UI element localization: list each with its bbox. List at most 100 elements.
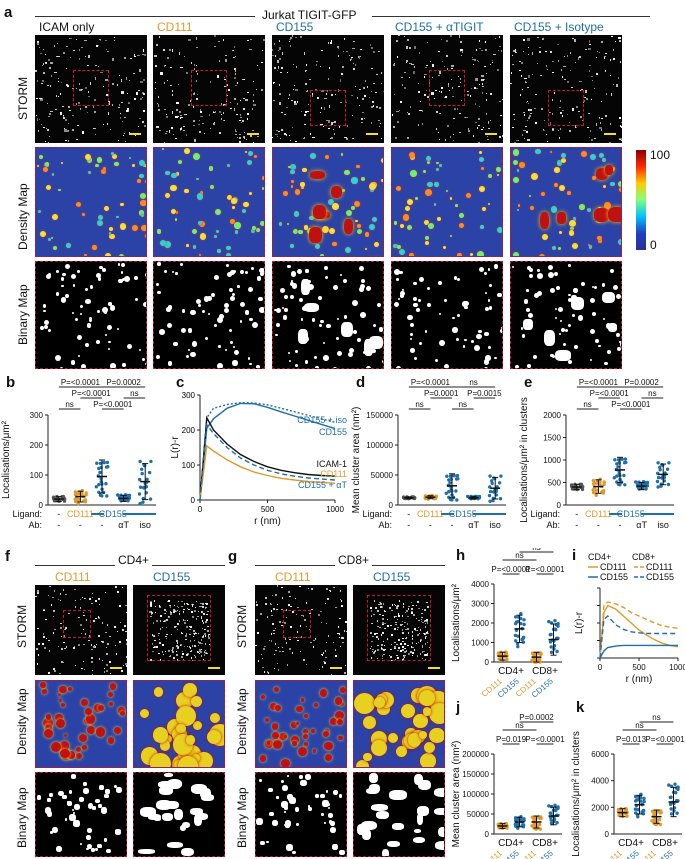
- chart-e: e 0 500 1000 1500 2000 Localisations/μm² in cl…: [519, 375, 674, 530]
- x-tick-label: 1000: [669, 663, 685, 672]
- legend-entry: CD111: [320, 469, 347, 479]
- data-point: [642, 796, 646, 801]
- data-point: [488, 489, 493, 494]
- data-point: [656, 485, 660, 489]
- data-point: [669, 795, 673, 799]
- y-tick-label: 150000: [462, 770, 489, 779]
- x-axis-label: r (nm): [254, 516, 281, 527]
- stat-label: P=0.0001: [424, 389, 459, 398]
- data-point: [547, 619, 551, 624]
- stat-label: P=<0.0001: [411, 378, 451, 387]
- data-point: [537, 822, 542, 827]
- data-point: [549, 650, 554, 654]
- data-point: [674, 786, 679, 790]
- panel-label-g: g: [228, 548, 238, 565]
- data-point: [641, 809, 645, 813]
- ab-label: Ab:: [378, 520, 392, 530]
- ab-value: iso: [657, 520, 669, 530]
- roi-box: [73, 70, 109, 106]
- group-label: CD8+: [532, 838, 558, 849]
- group-label: CD8+: [652, 838, 678, 849]
- colorbar-min-label: 0: [650, 238, 657, 252]
- sub-label: CD111: [634, 848, 658, 859]
- scale-bar: [129, 133, 141, 135]
- data-point: [538, 816, 542, 821]
- y-tick-label: 0: [389, 501, 394, 510]
- sub-label: CD155: [530, 848, 555, 859]
- row-label-binary: Binary Map: [16, 284, 30, 345]
- data-point: [490, 479, 494, 483]
- stat-label: P=0.019: [496, 735, 527, 744]
- legend-entry: CD155 + iso: [297, 415, 347, 425]
- data-point: [499, 474, 503, 478]
- data-point: [666, 482, 671, 487]
- y-tick-label: 100: [182, 461, 196, 470]
- row-label-storm: STORM: [15, 604, 29, 648]
- panel-label-d: d: [356, 375, 365, 391]
- stat-label: ns: [648, 389, 656, 398]
- y-tick-label: 2000: [543, 411, 561, 420]
- column-label: CD111: [275, 570, 311, 584]
- y-tick-label: 4000: [591, 777, 609, 786]
- data-point: [637, 486, 641, 490]
- data-point: [622, 473, 626, 478]
- column-label: CD155: [153, 570, 191, 584]
- data-point: [634, 799, 638, 803]
- data-point: [104, 465, 109, 469]
- binary-map: [510, 261, 622, 369]
- y-axis-label: Mean cluster area (nm²): [451, 741, 462, 848]
- binary-map: [35, 261, 147, 369]
- data-point: [488, 499, 492, 503]
- ligand-value: CD155: [617, 509, 645, 519]
- x-axis-label: r (nm): [626, 674, 653, 685]
- density-map: [272, 147, 384, 257]
- panel-a-column-label: CD155 + αTIGIT: [395, 20, 484, 34]
- ab-value: αT: [636, 520, 647, 530]
- ligand-label: Ligand:: [530, 509, 560, 519]
- roi-box: [63, 610, 91, 638]
- y-tick-label: 1000: [543, 456, 561, 465]
- series-line: [199, 402, 336, 501]
- data-point: [659, 482, 663, 486]
- ab-value: -: [79, 520, 82, 530]
- stat-label: P=0.0002: [519, 713, 554, 722]
- row-label-density: Density Map: [235, 688, 249, 755]
- storm-image: [153, 35, 265, 143]
- ab-value: -: [451, 520, 454, 530]
- roi-box: [283, 610, 311, 638]
- data-point: [513, 615, 518, 619]
- ligand-value: CD111: [585, 509, 612, 519]
- data-point: [61, 495, 65, 499]
- row-label-binary: Binary Map: [15, 787, 29, 848]
- data-point: [519, 612, 523, 616]
- data-point: [98, 461, 103, 465]
- binary-map: [153, 261, 265, 369]
- data-point: [77, 492, 81, 496]
- data-point: [513, 633, 518, 638]
- y-tick-label: 500: [548, 479, 562, 488]
- y-tick-label: 100: [30, 471, 44, 480]
- data-point: [602, 482, 606, 486]
- data-point: [549, 804, 554, 809]
- data-point: [658, 811, 662, 815]
- stat-label: P=<0.0001: [525, 565, 565, 574]
- roi-box: [429, 70, 465, 106]
- stat-label: P=<0.0001: [611, 400, 651, 409]
- data-point: [448, 481, 452, 485]
- data-point: [73, 492, 78, 497]
- y-tick-label: 0: [485, 658, 490, 667]
- data-point: [491, 496, 495, 501]
- y-tick-label: 300: [30, 411, 44, 420]
- data-point: [104, 482, 108, 486]
- data-point: [530, 824, 534, 828]
- data-point: [644, 487, 648, 491]
- stat-label: P=0.0015: [467, 389, 502, 398]
- series-line: [199, 422, 336, 501]
- data-point: [76, 497, 81, 502]
- y-tick-label: 200: [182, 426, 196, 435]
- data-point: [656, 475, 661, 480]
- binary-map: [353, 772, 445, 857]
- data-point: [591, 478, 596, 483]
- density-map: [35, 680, 127, 768]
- data-point: [503, 822, 508, 826]
